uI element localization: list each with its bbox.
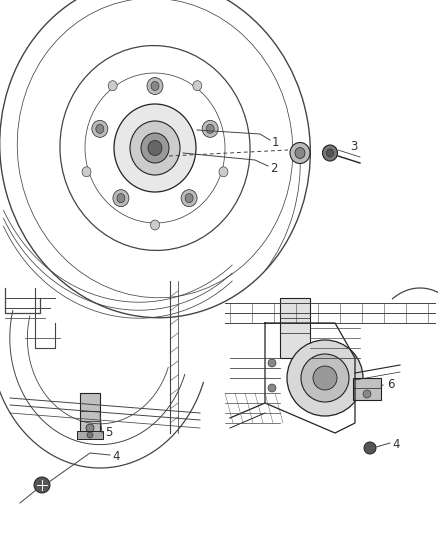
Bar xyxy=(77,431,103,439)
Text: 2: 2 xyxy=(270,163,278,175)
Text: 1: 1 xyxy=(272,136,279,149)
Ellipse shape xyxy=(82,167,91,177)
Text: 6: 6 xyxy=(387,378,395,392)
Ellipse shape xyxy=(181,190,197,207)
Ellipse shape xyxy=(151,220,159,230)
Circle shape xyxy=(364,442,376,454)
Circle shape xyxy=(268,384,276,392)
Ellipse shape xyxy=(290,142,310,164)
Circle shape xyxy=(268,359,276,367)
Ellipse shape xyxy=(326,149,333,157)
Bar xyxy=(353,378,381,400)
Text: 3: 3 xyxy=(350,140,357,152)
Ellipse shape xyxy=(141,133,169,163)
Circle shape xyxy=(301,354,349,402)
Bar xyxy=(80,393,100,433)
Ellipse shape xyxy=(92,120,108,138)
Ellipse shape xyxy=(151,82,159,91)
Ellipse shape xyxy=(130,121,180,175)
Ellipse shape xyxy=(322,145,338,161)
Circle shape xyxy=(87,432,93,438)
Text: 5: 5 xyxy=(105,426,113,440)
Ellipse shape xyxy=(295,148,305,158)
Circle shape xyxy=(313,366,337,390)
Ellipse shape xyxy=(117,193,125,203)
Ellipse shape xyxy=(193,80,202,91)
Ellipse shape xyxy=(206,124,214,133)
Circle shape xyxy=(363,390,371,398)
Ellipse shape xyxy=(219,167,228,177)
Ellipse shape xyxy=(96,124,104,133)
Circle shape xyxy=(34,477,50,493)
Text: 4: 4 xyxy=(112,450,120,464)
Bar xyxy=(280,298,310,358)
Circle shape xyxy=(287,340,363,416)
Ellipse shape xyxy=(147,77,163,94)
Ellipse shape xyxy=(185,193,193,203)
Ellipse shape xyxy=(114,104,196,192)
Ellipse shape xyxy=(113,190,129,207)
Ellipse shape xyxy=(148,141,162,156)
Ellipse shape xyxy=(108,80,117,91)
Circle shape xyxy=(86,424,94,432)
Text: 4: 4 xyxy=(392,439,399,451)
Ellipse shape xyxy=(202,120,218,138)
